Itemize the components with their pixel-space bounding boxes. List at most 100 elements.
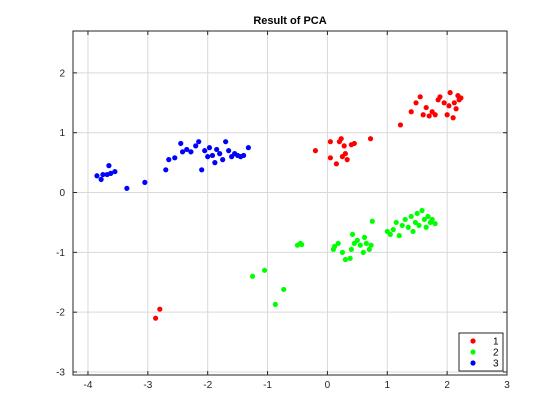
series-1-point bbox=[338, 136, 344, 142]
series-3-point bbox=[178, 140, 184, 147]
data-points bbox=[94, 90, 464, 321]
series-1-point bbox=[426, 113, 432, 119]
series-1-point bbox=[447, 90, 453, 96]
series-3-point bbox=[245, 145, 251, 151]
grid-lines bbox=[73, 31, 508, 375]
x-tick-label: -2 bbox=[203, 380, 212, 391]
series-2-point bbox=[347, 255, 353, 261]
series-1-point bbox=[342, 151, 348, 157]
chart-title: Result of PCA bbox=[253, 15, 326, 27]
series-2-point bbox=[399, 222, 405, 229]
series-3-point bbox=[223, 139, 229, 145]
series-3-point bbox=[172, 155, 178, 161]
series-2-point bbox=[360, 249, 366, 255]
series-3-point bbox=[226, 148, 232, 154]
series-2-point bbox=[416, 222, 422, 229]
series-3-point bbox=[124, 185, 130, 191]
x-tick-label: 2 bbox=[444, 380, 450, 391]
x-tick-label: -1 bbox=[263, 380, 272, 391]
series-1-point bbox=[444, 112, 450, 118]
series-2-point bbox=[423, 224, 429, 230]
series-1-point bbox=[451, 100, 457, 106]
y-tick-label: -3 bbox=[56, 368, 65, 379]
legend-marker-3 bbox=[470, 360, 476, 366]
series-2-point bbox=[272, 301, 278, 308]
legend-marker-2 bbox=[470, 349, 476, 355]
series-2-point bbox=[299, 241, 305, 248]
series-3-point bbox=[108, 170, 114, 176]
series-2-point bbox=[419, 207, 425, 214]
series-2-point bbox=[393, 219, 399, 226]
x-tick-label: -3 bbox=[143, 380, 152, 391]
series-2-point bbox=[349, 231, 356, 238]
series-3-point bbox=[217, 151, 223, 157]
series-3-point bbox=[100, 171, 106, 178]
series-3-point bbox=[142, 179, 148, 185]
series-2-point bbox=[429, 216, 435, 223]
series-3-point bbox=[202, 148, 208, 154]
series-1-point bbox=[446, 103, 452, 109]
series-2-point bbox=[410, 228, 416, 235]
y-tick-label: 1 bbox=[59, 128, 65, 139]
series-3-point bbox=[214, 146, 220, 153]
series-1-point bbox=[420, 112, 426, 118]
series-1-point bbox=[432, 112, 438, 118]
legend-label-1: 1 bbox=[493, 337, 499, 348]
series-1-point bbox=[417, 94, 423, 100]
series-3-point bbox=[163, 167, 169, 173]
series-3-point bbox=[196, 139, 202, 145]
series-3-point bbox=[94, 173, 100, 179]
series-3-point bbox=[209, 152, 216, 159]
series-3-point bbox=[205, 154, 211, 160]
series-2-point bbox=[368, 242, 374, 248]
series-1-point bbox=[351, 140, 357, 147]
series-1-point bbox=[453, 106, 459, 112]
series-1-point bbox=[157, 306, 163, 312]
plot-frame bbox=[72, 30, 508, 376]
legend-box bbox=[458, 332, 504, 372]
series-2-point bbox=[366, 246, 372, 252]
series-2-point bbox=[396, 233, 402, 239]
y-tick-label: 0 bbox=[59, 188, 65, 199]
series-2-point bbox=[342, 256, 348, 263]
series-3-point bbox=[106, 163, 112, 169]
series-1-point bbox=[441, 100, 447, 106]
x-tick-label: -4 bbox=[84, 380, 93, 391]
series-2-point bbox=[348, 246, 354, 252]
series-3-point bbox=[188, 149, 194, 155]
series-2-point bbox=[339, 249, 345, 255]
series-1-point bbox=[413, 100, 419, 106]
series-1-point bbox=[333, 161, 339, 167]
series-1-point bbox=[458, 95, 464, 101]
series-2-point bbox=[369, 218, 375, 224]
series-2-point bbox=[354, 237, 360, 243]
legend-label-3: 3 bbox=[493, 359, 499, 370]
series-2-point bbox=[261, 267, 268, 273]
series-3-point bbox=[212, 160, 218, 166]
series-2-point bbox=[363, 240, 369, 246]
series-3-point bbox=[206, 145, 213, 151]
y-tick-label: -1 bbox=[56, 248, 65, 259]
series-3-point bbox=[193, 143, 199, 149]
series-1-point bbox=[327, 139, 334, 145]
series-3-point bbox=[166, 157, 172, 163]
series-3-point bbox=[199, 167, 205, 173]
series-2-point bbox=[421, 216, 427, 223]
legend-marker-1 bbox=[470, 338, 476, 344]
series-2-point bbox=[335, 240, 341, 246]
series-1-point bbox=[341, 143, 347, 149]
series-2-point bbox=[425, 213, 431, 220]
series-1-point bbox=[408, 109, 414, 115]
series-2-point bbox=[414, 210, 420, 217]
series-2-point bbox=[249, 273, 256, 279]
series-3-point bbox=[179, 149, 186, 155]
series-2-point bbox=[390, 227, 396, 233]
series-1-point bbox=[437, 94, 443, 100]
series-3-point bbox=[98, 176, 104, 182]
series-2-point bbox=[387, 231, 393, 238]
series-1-point bbox=[327, 155, 334, 161]
legend-label-2: 2 bbox=[493, 348, 499, 359]
series-3-point bbox=[220, 157, 226, 163]
series-1-point bbox=[423, 104, 429, 111]
